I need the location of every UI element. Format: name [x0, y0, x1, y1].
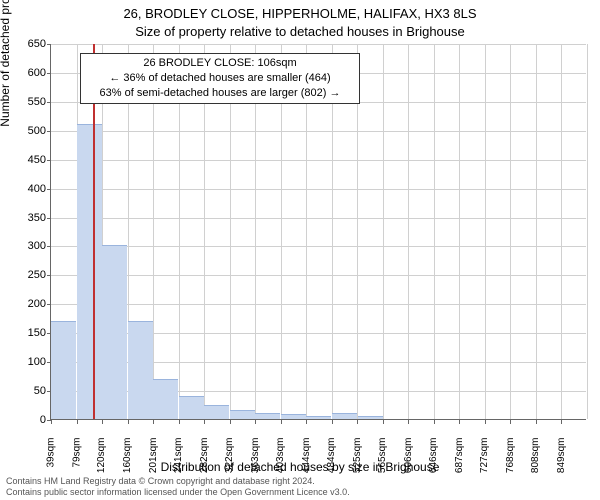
ytick-label: 300: [6, 240, 46, 252]
xtick-mark: [383, 420, 384, 424]
ytick-label: 550: [6, 96, 46, 108]
chart-title-line1: 26, BRODLEY CLOSE, HIPPERHOLME, HALIFAX,…: [0, 6, 600, 21]
histogram-bar: [306, 416, 331, 419]
ytick-mark: [47, 160, 51, 161]
histogram-bar: [255, 413, 280, 419]
histogram-bar: [332, 413, 357, 419]
xtick-mark: [230, 420, 231, 424]
ytick-mark: [47, 131, 51, 132]
ytick-label: 450: [6, 154, 46, 166]
histogram-bar: [51, 321, 76, 419]
histogram-bar: [102, 245, 127, 419]
xtick-mark: [128, 420, 129, 424]
xtick-mark: [255, 420, 256, 424]
x-axis-label: Distribution of detached houses by size …: [0, 460, 600, 474]
annotation-box: 26 BRODLEY CLOSE: 106sqm ← 36% of detach…: [80, 53, 360, 104]
ytick-label: 650: [6, 38, 46, 50]
ytick-label: 350: [6, 212, 46, 224]
gridline-v: [408, 44, 409, 419]
xtick-mark: [485, 420, 486, 424]
ytick-mark: [47, 189, 51, 190]
ytick-label: 400: [6, 183, 46, 195]
histogram-bar: [281, 414, 306, 419]
xtick-mark: [51, 420, 52, 424]
ytick-label: 200: [6, 298, 46, 310]
gridline-h: [51, 275, 586, 276]
ytick-mark: [47, 304, 51, 305]
ytick-mark: [47, 218, 51, 219]
histogram-bar: [153, 379, 178, 419]
histogram-bar: [358, 416, 383, 419]
xtick-mark: [306, 420, 307, 424]
ytick-label: 100: [6, 356, 46, 368]
xtick-mark: [459, 420, 460, 424]
xtick-mark: [281, 420, 282, 424]
gridline-v: [383, 44, 384, 419]
xtick-mark: [434, 420, 435, 424]
annotation-line2: ← 36% of detached houses are smaller (46…: [87, 71, 353, 86]
histogram-bar: [230, 410, 255, 419]
ytick-label: 600: [6, 67, 46, 79]
ytick-mark: [47, 246, 51, 247]
gridline-v: [561, 44, 562, 419]
ytick-label: 50: [6, 385, 46, 397]
xtick-mark: [204, 420, 205, 424]
y-axis-label: Number of detached properties: [0, 0, 12, 232]
gridline-h: [51, 189, 586, 190]
footer-text: Contains HM Land Registry data © Crown c…: [6, 476, 350, 498]
ytick-label: 0: [6, 414, 46, 426]
xtick-mark: [332, 420, 333, 424]
gridline-v: [434, 44, 435, 419]
chart-title-line2: Size of property relative to detached ho…: [0, 24, 600, 39]
gridline-h: [51, 246, 586, 247]
histogram-bar: [179, 396, 204, 419]
xtick-mark: [536, 420, 537, 424]
ytick-mark: [47, 275, 51, 276]
xtick-mark: [77, 420, 78, 424]
histogram-bar: [128, 321, 153, 419]
xtick-mark: [357, 420, 358, 424]
gridline-v: [536, 44, 537, 419]
xtick-mark: [179, 420, 180, 424]
gridline-v: [587, 44, 588, 419]
gridline-v: [459, 44, 460, 419]
ytick-mark: [47, 73, 51, 74]
ytick-mark: [47, 44, 51, 45]
footer-line2: Contains public sector information licen…: [6, 487, 350, 498]
gridline-v: [510, 44, 511, 419]
gridline-h: [51, 304, 586, 305]
ytick-label: 500: [6, 125, 46, 137]
ytick-mark: [47, 102, 51, 103]
histogram-bar: [204, 405, 229, 419]
gridline-h: [51, 160, 586, 161]
histogram-bar: [77, 124, 102, 419]
xtick-mark: [561, 420, 562, 424]
footer-line1: Contains HM Land Registry data © Crown c…: [6, 476, 350, 487]
gridline-v: [485, 44, 486, 419]
chart-container: 26, BRODLEY CLOSE, HIPPERHOLME, HALIFAX,…: [0, 0, 600, 500]
xtick-mark: [510, 420, 511, 424]
xtick-mark: [408, 420, 409, 424]
gridline-h: [51, 218, 586, 219]
gridline-h: [51, 44, 586, 45]
gridline-h: [51, 131, 586, 132]
ytick-label: 150: [6, 327, 46, 339]
ytick-label: 250: [6, 269, 46, 281]
annotation-line3: 63% of semi-detached houses are larger (…: [87, 86, 353, 101]
xtick-mark: [153, 420, 154, 424]
xtick-mark: [102, 420, 103, 424]
annotation-line1: 26 BRODLEY CLOSE: 106sqm: [87, 56, 353, 71]
